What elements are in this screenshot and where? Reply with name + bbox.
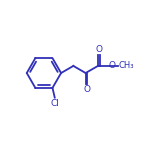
Text: O: O [109, 61, 116, 70]
Text: CH₃: CH₃ [118, 61, 134, 70]
Text: O: O [95, 45, 102, 54]
Text: O: O [83, 85, 90, 94]
Text: Cl: Cl [51, 99, 59, 108]
